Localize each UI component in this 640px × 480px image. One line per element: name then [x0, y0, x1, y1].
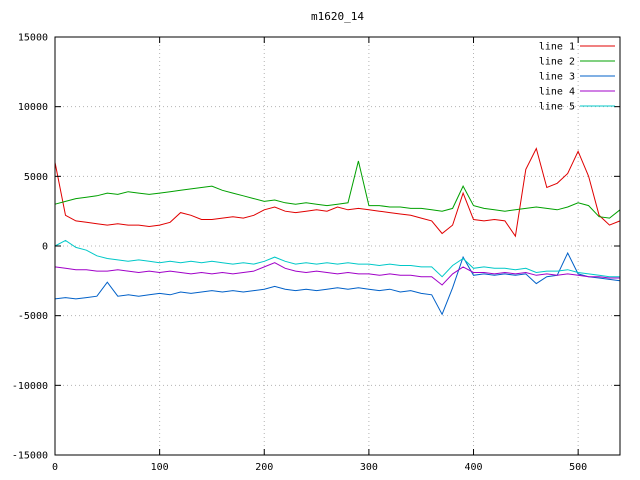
series-line-3 — [54, 251, 621, 316]
series-line-5 — [54, 239, 620, 278]
series-line-2 — [54, 160, 621, 219]
chart-title: m1620_14 — [311, 10, 364, 23]
x-tick-label: 300 — [360, 462, 378, 473]
legend: line 1 line 2 line 3 line 4 line 5 — [539, 42, 615, 113]
x-tick-label: 200 — [255, 462, 273, 473]
y-tick-label: -15000 — [12, 451, 48, 462]
y-tick-label: 5000 — [24, 172, 48, 183]
y-tick-label: 15000 — [18, 33, 48, 44]
x-tick-label: 500 — [569, 462, 587, 473]
legend-label: line 1 — [539, 42, 575, 53]
y-tick-label: -5000 — [18, 311, 48, 322]
axes — [54, 36, 621, 456]
legend-label: line 5 — [539, 102, 575, 113]
y-tick-label: -10000 — [12, 381, 48, 392]
legend-label: line 4 — [539, 87, 575, 98]
x-tick-label: 400 — [464, 462, 482, 473]
grid-lines — [54, 36, 620, 456]
tick-labels: 0 100 200 300 400 500 -15000 -10000 -5000 0 5000 10… — [12, 33, 587, 474]
series-line-4 — [54, 262, 620, 286]
y-tick-label: 0 — [42, 242, 48, 253]
series-group — [54, 147, 621, 316]
legend-label: line 3 — [539, 72, 575, 83]
y-tick-label: 10000 — [18, 102, 48, 113]
x-tick-label: 0 — [52, 462, 58, 473]
x-tick-label: 100 — [151, 462, 169, 473]
legend-label: line 2 — [539, 57, 575, 68]
series-line-1 — [54, 147, 621, 238]
